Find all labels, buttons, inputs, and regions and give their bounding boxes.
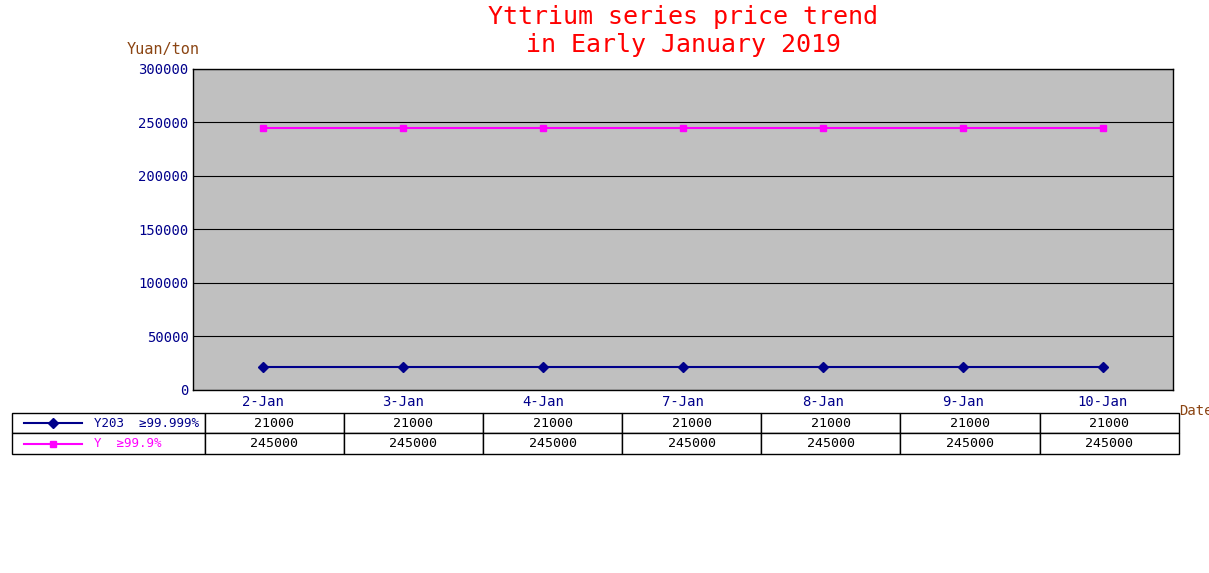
- Y203  ≥99.999%: [256, 364, 271, 371]
- Bar: [1040, 433, 1179, 454]
- Y203  ≥99.999%: [1095, 364, 1110, 371]
- Bar: [901, 413, 1040, 433]
- Bar: [204, 433, 343, 454]
- Text: 21000: 21000: [1089, 417, 1129, 430]
- Y  ≥99.9%: [536, 124, 550, 131]
- Bar: [623, 413, 762, 433]
- Y203  ≥99.999%: [536, 364, 550, 371]
- Y  ≥99.9%: [256, 124, 271, 131]
- Line: Y  ≥99.9%: Y ≥99.9%: [260, 124, 1106, 131]
- Y203  ≥99.999%: [816, 364, 831, 371]
- Bar: [762, 433, 901, 454]
- Bar: [204, 413, 343, 433]
- Bar: [623, 433, 762, 454]
- Line: Y203  ≥99.999%: Y203 ≥99.999%: [260, 364, 1106, 371]
- Text: 21000: 21000: [254, 417, 294, 430]
- Text: 245000: 245000: [528, 437, 577, 450]
- Text: 245000: 245000: [945, 437, 994, 450]
- Y  ≥99.9%: [816, 124, 831, 131]
- Text: Date: Date: [1179, 404, 1209, 418]
- Text: 21000: 21000: [672, 417, 712, 430]
- Y  ≥99.9%: [676, 124, 690, 131]
- Text: 21000: 21000: [950, 417, 990, 430]
- Bar: [762, 413, 901, 433]
- Text: 245000: 245000: [389, 437, 438, 450]
- Y  ≥99.9%: [955, 124, 970, 131]
- Text: 245000: 245000: [806, 437, 855, 450]
- Y  ≥99.9%: [1095, 124, 1110, 131]
- Bar: [12, 413, 204, 433]
- Text: 245000: 245000: [250, 437, 299, 450]
- Bar: [901, 433, 1040, 454]
- Bar: [1040, 413, 1179, 433]
- Y203  ≥99.999%: [955, 364, 970, 371]
- Bar: [12, 433, 204, 454]
- Bar: [482, 433, 623, 454]
- Text: 21000: 21000: [393, 417, 433, 430]
- Text: 21000: 21000: [811, 417, 851, 430]
- Y  ≥99.9%: [397, 124, 411, 131]
- Bar: [343, 433, 482, 454]
- Title: Yttrium series price trend
in Early January 2019: Yttrium series price trend in Early Janu…: [488, 5, 878, 57]
- Text: Y203  ≥99.999%: Y203 ≥99.999%: [94, 417, 198, 430]
- Bar: [343, 413, 482, 433]
- Text: Yuan/ton: Yuan/ton: [127, 42, 199, 57]
- Text: 245000: 245000: [667, 437, 716, 450]
- Y203  ≥99.999%: [397, 364, 411, 371]
- Y203  ≥99.999%: [676, 364, 690, 371]
- Text: 21000: 21000: [532, 417, 573, 430]
- Text: Y  ≥99.9%: Y ≥99.9%: [94, 437, 161, 450]
- Bar: [482, 413, 623, 433]
- Text: 245000: 245000: [1086, 437, 1133, 450]
